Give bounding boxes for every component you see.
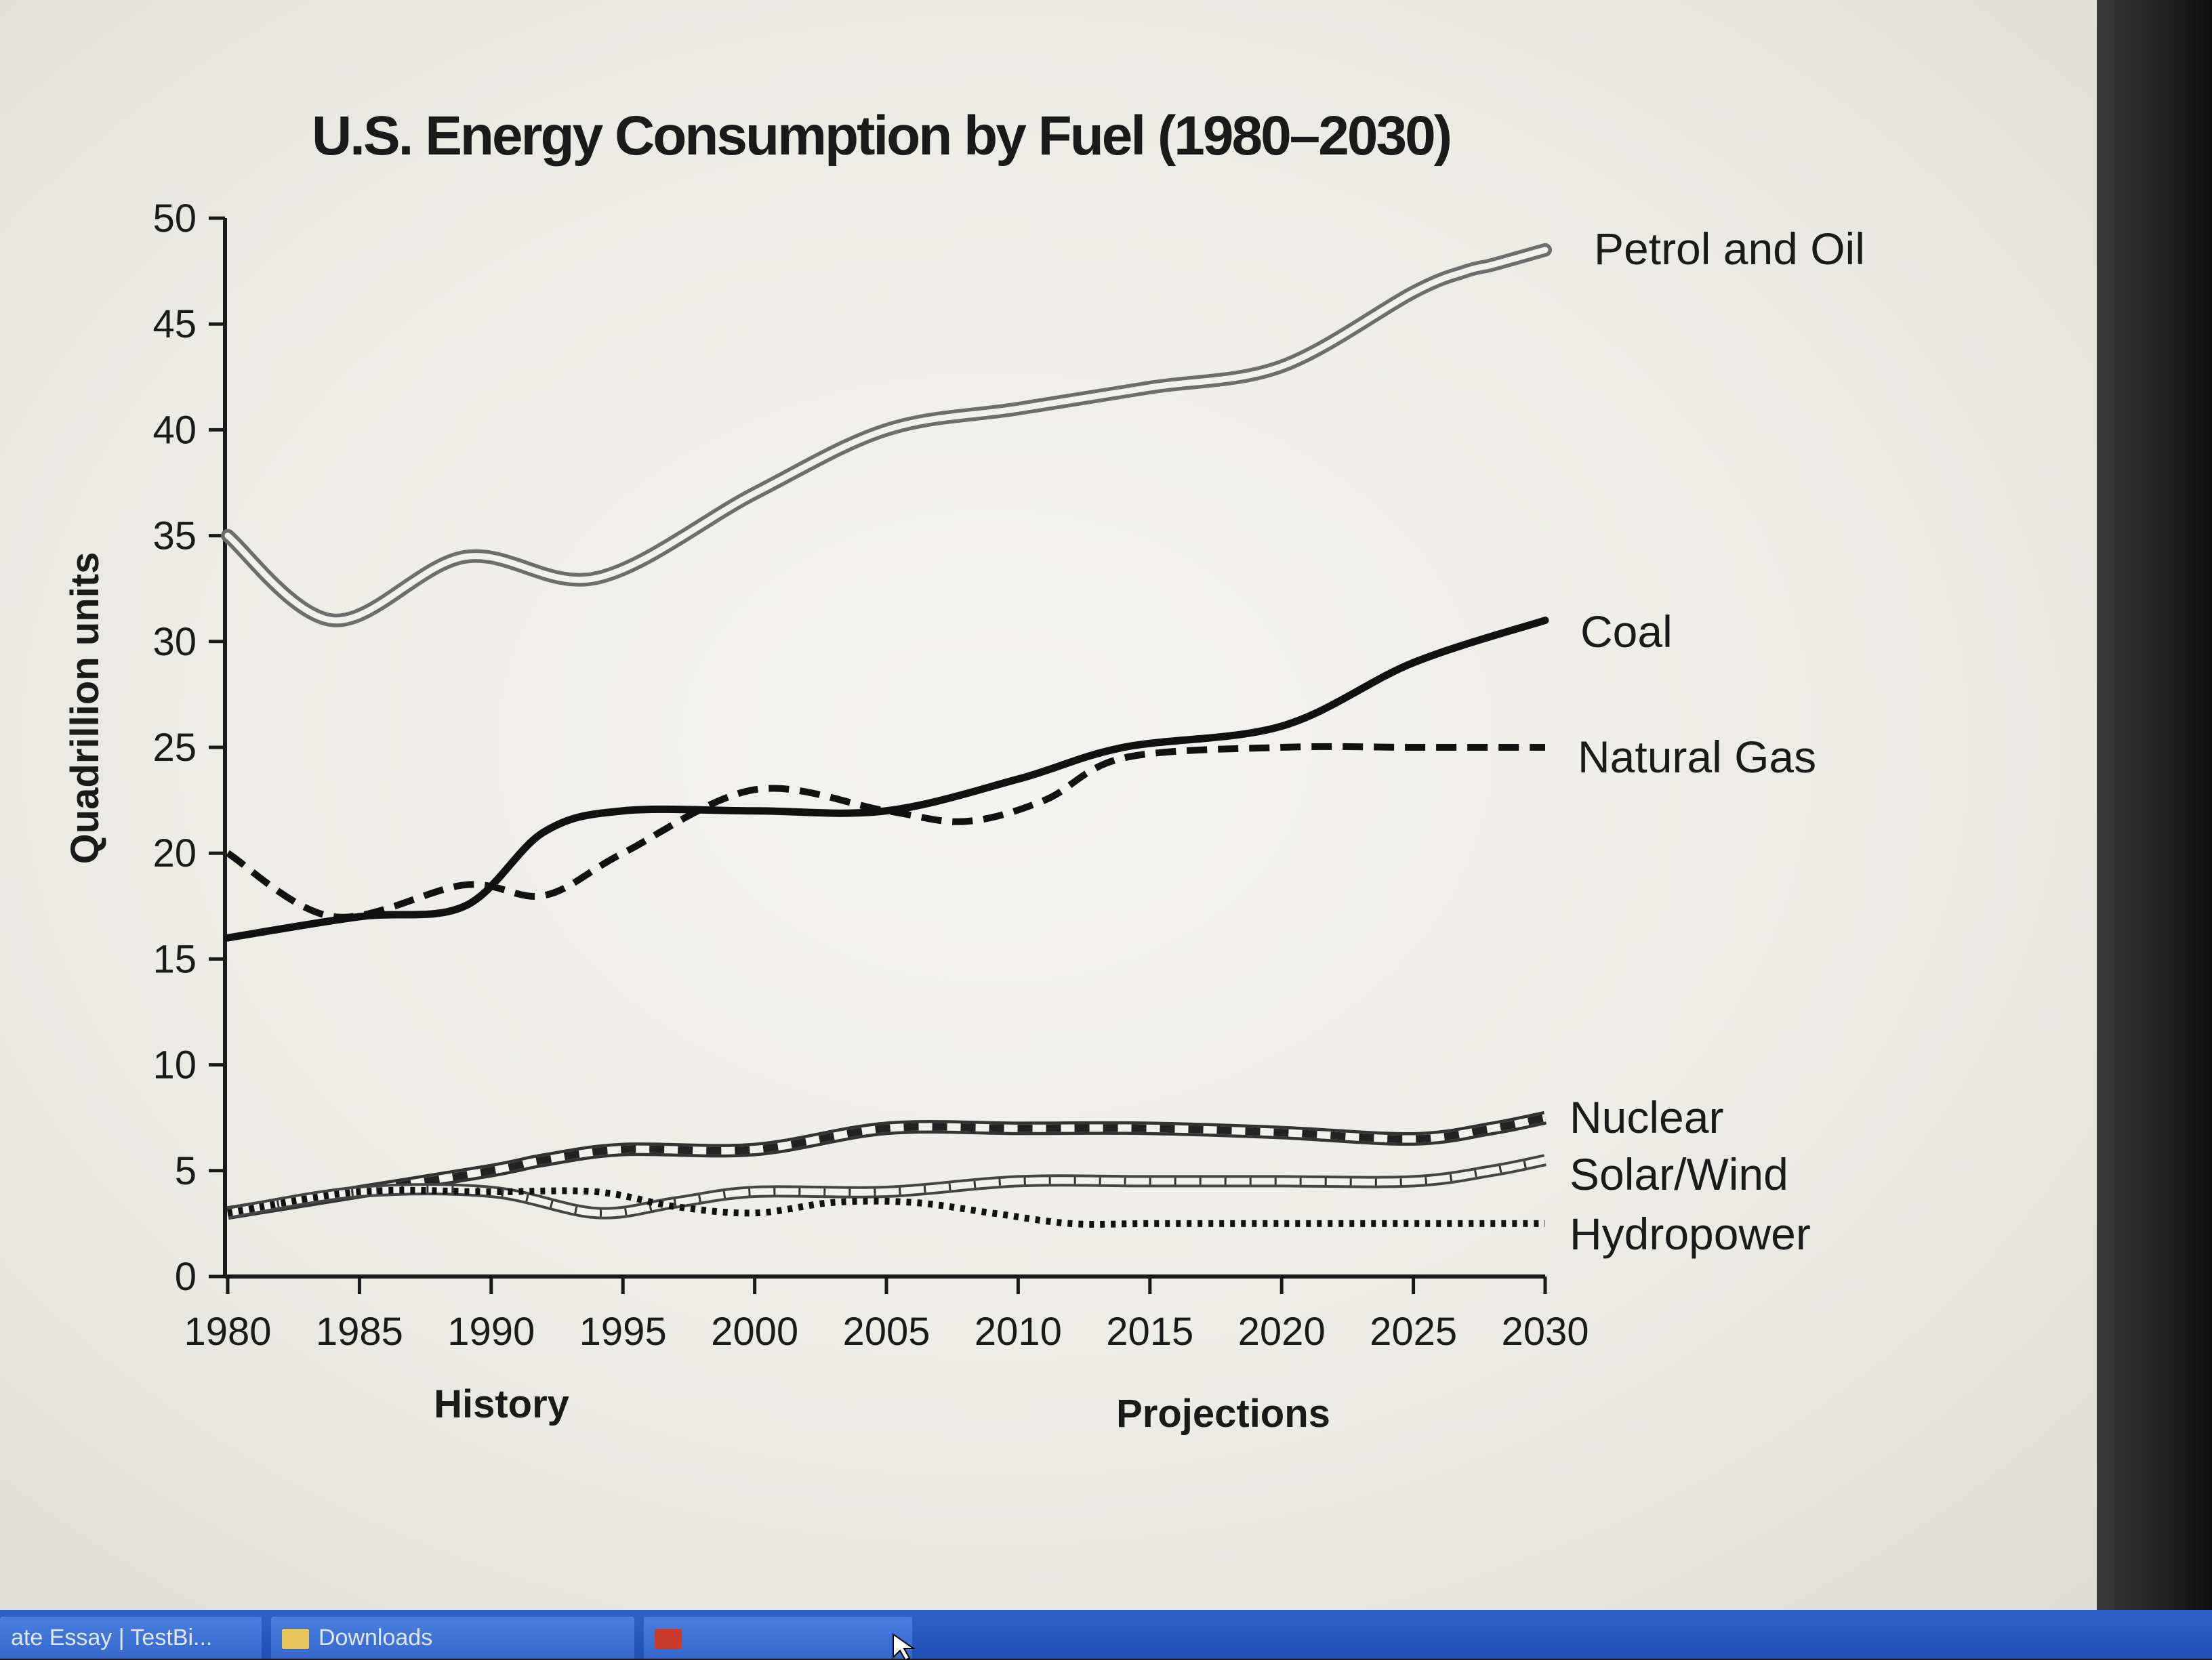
x-axis-label-history: History xyxy=(434,1382,569,1426)
x-tick-label: 2030 xyxy=(1501,1310,1589,1354)
x-tick-label: 1985 xyxy=(316,1310,403,1354)
y-tick-label: 45 xyxy=(152,302,197,346)
y-tick-label: 0 xyxy=(175,1255,197,1299)
x-tick-label: 1995 xyxy=(579,1310,667,1354)
y-ticks: 0 5 10 15 20 25 30 35 40 45 50 xyxy=(152,196,225,1299)
mouse-cursor-icon xyxy=(893,1633,916,1660)
series-coal xyxy=(224,617,1549,942)
series-label-petrol-and-oil: Petrol and Oil xyxy=(1594,224,1865,274)
series-line-fill xyxy=(227,1157,1546,1217)
series-line xyxy=(224,247,1549,624)
series-label-nuclear: Nuclear xyxy=(1570,1092,1723,1142)
y-tick-label: 30 xyxy=(152,620,197,664)
series-labels: Petrol and Oil Coal Natural Gas Nuclear Sola… xyxy=(1570,224,1865,1259)
series-solar-wind xyxy=(226,1154,1547,1220)
x-tick-label: 2025 xyxy=(1370,1310,1457,1354)
y-tick-label: 25 xyxy=(152,726,197,770)
x-tick-label: 1990 xyxy=(447,1310,535,1354)
monitor-bezel xyxy=(2097,0,2212,1659)
x-tick-label: 2000 xyxy=(711,1310,798,1354)
x-axis-label-projections: Projections xyxy=(1116,1392,1330,1436)
series-nuclear xyxy=(226,1111,1547,1220)
taskbar-item-downloads-label: Downloads xyxy=(319,1625,433,1651)
y-tick-label: 20 xyxy=(152,831,197,875)
taskbar-item-downloads[interactable]: Downloads xyxy=(271,1617,634,1659)
x-tick-label: 2015 xyxy=(1106,1310,1193,1354)
y-axis-label: Quadrillion units xyxy=(63,552,107,865)
taskbar-item-essay-label: ate Essay | TestBi... xyxy=(11,1625,213,1651)
series-label-coal: Coal xyxy=(1580,606,1673,657)
chart-title: U.S. Energy Consumption by Fuel (1980–20… xyxy=(312,105,1450,167)
series-natural-gas xyxy=(226,743,1545,921)
series-line-outline xyxy=(221,243,1552,627)
y-tick-label: 40 xyxy=(152,408,197,452)
app-icon xyxy=(655,1629,682,1650)
series-layer xyxy=(221,243,1552,1228)
series-line xyxy=(227,1114,1547,1217)
x-tick-label: 1980 xyxy=(184,1310,271,1354)
x-tick-label: 2005 xyxy=(842,1310,930,1354)
taskbar-item-essay[interactable]: ate Essay | TestBi... xyxy=(0,1617,262,1659)
x-tick-label: 2010 xyxy=(975,1310,1062,1354)
y-tick-label: 35 xyxy=(152,514,197,558)
series-petrol-and-oil xyxy=(221,243,1552,627)
x-tick-label: 2020 xyxy=(1238,1310,1326,1354)
taskbar-item-app[interactable] xyxy=(644,1617,912,1659)
series-line xyxy=(226,743,1545,921)
y-tick-label: 50 xyxy=(152,196,197,241)
y-tick-label: 15 xyxy=(152,937,197,981)
y-tick-label: 5 xyxy=(175,1149,197,1193)
y-tick-label: 10 xyxy=(152,1043,197,1087)
folder-icon xyxy=(282,1629,309,1650)
taskbar: ate Essay | TestBi... Downloads xyxy=(0,1610,2212,1659)
series-line xyxy=(224,617,1549,942)
x-ticks: 1980 1985 1990 1995 2000 2005 2010 2015 2020 2025… xyxy=(184,1277,1589,1354)
series-label-natural-gas: Natural Gas xyxy=(1578,732,1816,782)
series-label-solar-wind: Solar/Wind xyxy=(1570,1149,1788,1199)
series-label-hydropower: Hydropower xyxy=(1570,1209,1811,1259)
